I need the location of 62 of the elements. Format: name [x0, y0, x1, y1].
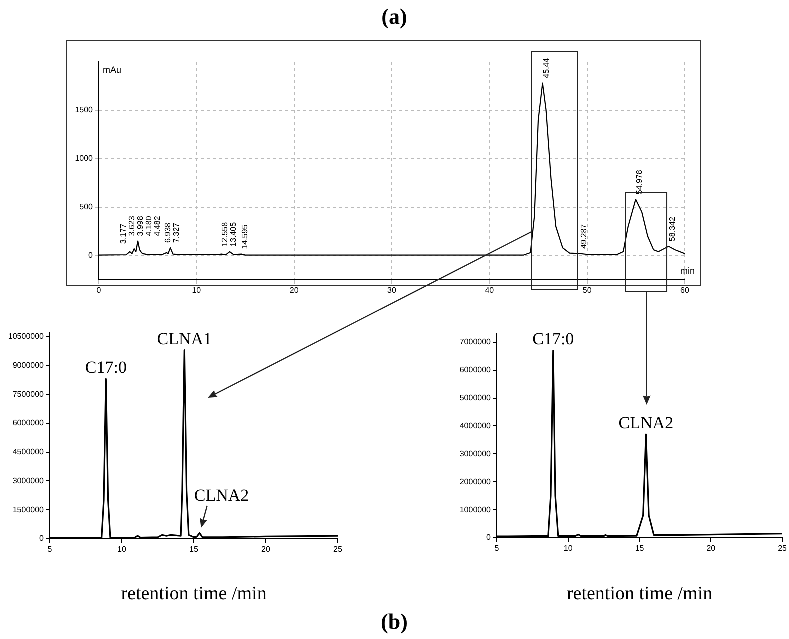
- annotation: 45.44: [542, 58, 551, 78]
- y-tick-label: 4500000: [12, 448, 45, 457]
- y-tick-label: 10500000: [8, 332, 45, 342]
- annotation: C17:0: [532, 330, 574, 349]
- x-tick-label: 10: [192, 286, 202, 296]
- y-tick-label: 6000000: [12, 418, 45, 428]
- annotation: 13.405: [229, 222, 238, 247]
- y-tick-label: 3000000: [12, 476, 45, 486]
- x-axis-title: retention time /min: [566, 584, 714, 605]
- y-tick-label: 1500000: [12, 505, 45, 514]
- y-tick-label: 4000000: [460, 421, 492, 430]
- y-tick-label: 7000000: [460, 338, 492, 347]
- x-tick-label: 5: [494, 544, 500, 554]
- x-axis-title: min: [680, 266, 695, 276]
- y-tick-label: 1500: [75, 106, 94, 115]
- annotation: 3.998: [136, 216, 146, 236]
- y-tick-label: 0: [486, 533, 492, 542]
- x-axis-title: retention time /min: [121, 584, 268, 605]
- annotation: 6.938: [164, 222, 173, 244]
- y-tick-label: 7500000: [12, 390, 45, 399]
- chart-title: (a): [380, 4, 408, 30]
- x-tick-label: 15: [635, 544, 645, 554]
- annotation: 12.558: [220, 222, 230, 247]
- x-tick-label: 30: [388, 286, 397, 296]
- annotation: 4.180: [144, 216, 154, 236]
- annotation: 3.623: [128, 216, 137, 236]
- annotation: 14.595: [240, 224, 250, 250]
- y-tick-label: 0: [88, 250, 94, 260]
- annotation: C17:0: [85, 358, 127, 378]
- x-tick-label: 0: [96, 286, 102, 296]
- x-tick-label: 10: [564, 544, 574, 554]
- x-tick-label: 5: [48, 545, 53, 554]
- x-tick-label: 25: [334, 545, 343, 554]
- annotation: CLNA2: [618, 414, 674, 433]
- x-tick-label: 10: [118, 545, 127, 554]
- y-axis-title: mAu: [103, 64, 122, 75]
- x-tick-label: 40: [485, 286, 495, 296]
- y-tick-label: 3000000: [460, 449, 492, 458]
- x-tick-label: 20: [290, 286, 300, 296]
- y-tick-label: 9000000: [12, 360, 45, 370]
- x-tick-label: 60: [680, 286, 690, 296]
- y-tick-label: 1000: [75, 154, 94, 164]
- annotation: 49.287: [580, 224, 589, 249]
- y-tick-label: 0: [40, 534, 45, 544]
- annotation: 3.177: [119, 223, 128, 244]
- y-tick-label: 6000000: [460, 366, 492, 375]
- annotation: CLNA1: [157, 329, 212, 348]
- x-tick-label: 25: [778, 544, 788, 554]
- y-tick-label: 1000000: [460, 505, 492, 514]
- y-tick-label: 2000000: [460, 477, 492, 486]
- annotation: 7.327: [172, 222, 182, 244]
- annotation: CLNA2: [194, 486, 250, 506]
- text: (b): [380, 609, 409, 635]
- x-tick-label: 15: [190, 545, 199, 554]
- annotation: 4.482: [153, 216, 162, 236]
- y-tick-label: 5000000: [460, 393, 492, 402]
- x-tick-label: 50: [582, 286, 592, 296]
- y-tick-label: 500: [80, 202, 94, 212]
- x-tick-label: 20: [262, 545, 271, 554]
- x-tick-label: 20: [706, 544, 716, 554]
- annotation: 58.342: [668, 216, 678, 242]
- annotation: 54.978: [635, 170, 644, 195]
